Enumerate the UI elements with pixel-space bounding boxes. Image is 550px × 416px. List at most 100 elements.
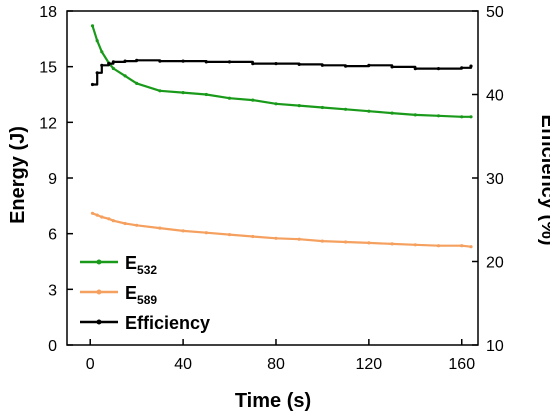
data-point [460,66,464,70]
data-point [100,50,104,54]
data-point [181,59,185,63]
data-point [367,109,371,113]
data-point [100,63,104,67]
data-point [181,229,185,233]
data-point [367,63,371,67]
data-point [123,59,127,63]
data-point [297,104,301,108]
series-line-2 [92,59,473,86]
y2-tick-label: 30 [486,171,504,188]
data-point [227,233,232,237]
data-point [413,243,417,247]
data-point [469,115,473,119]
data-point [320,105,324,110]
data-point [204,231,208,235]
data-point [158,89,162,93]
data-point [297,62,301,66]
data-point [251,62,255,66]
y-axis-title: Energy (J) [7,126,29,224]
data-point [95,39,99,43]
y2-tick-label: 40 [486,88,504,105]
data-point [123,74,127,78]
y-tick-label: 18 [39,4,57,21]
data-point [123,221,127,226]
data-point [413,67,417,71]
legend-marker [96,319,102,325]
y2-axis-title: Efficiency (%) [537,114,550,245]
data-point [469,64,473,68]
y2-tick-label: 50 [486,4,504,21]
legend-label: Efficiency [125,313,210,333]
data-point [158,226,162,230]
data-point [107,62,111,66]
x-tick-label: 0 [86,356,95,373]
bottom-axis: 0 40 80 120 160 [86,339,475,373]
data-point [227,96,232,100]
x-tick-label: 120 [356,356,383,373]
left-axis: 0 3 6 9 12 15 18 [39,4,73,355]
data-point [460,244,464,248]
data-point [320,239,324,243]
series-line-1 [92,212,472,248]
plot-lines [90,24,473,249]
data-point [107,217,111,221]
data-point [111,219,115,223]
data-point [100,215,104,219]
legend-label: E589 [125,283,157,307]
data-point [344,64,348,68]
data-point [204,92,208,97]
data-point [95,213,99,217]
data-point [297,237,301,241]
data-point [460,115,464,119]
y-tick-label: 6 [48,227,57,244]
data-point [227,60,232,64]
y2-tick-label: 10 [486,338,504,355]
data-point [111,66,115,71]
data-point [251,234,255,239]
data-point [135,81,139,85]
data-point [204,60,208,64]
series-line-0 [91,25,471,118]
y-tick-label: 12 [39,115,57,132]
data-point [469,245,473,249]
data-point [95,71,99,75]
data-point [90,82,95,87]
x-tick-label: 160 [448,356,475,373]
x-axis-title: Time (s) [235,390,311,412]
data-point [158,59,162,63]
legend-marker [96,289,102,295]
data-point [436,244,441,248]
data-point [135,223,139,227]
data-point [274,62,278,66]
data-point [274,102,278,106]
x-tick-label: 40 [174,356,192,373]
data-point [390,242,394,246]
data-point [413,113,417,117]
data-point [135,58,139,62]
y-tick-label: 15 [39,60,57,77]
y-tick-label: 0 [48,338,57,355]
data-point [390,65,394,69]
data-point [344,240,348,244]
data-point [436,114,441,118]
x-tick-label: 80 [267,356,285,373]
legend-label: E532 [125,253,157,277]
data-point [436,67,441,71]
data-point [90,211,95,215]
data-point [274,236,278,240]
data-point [90,24,95,28]
data-point [367,241,371,245]
data-point [344,107,348,111]
y2-tick-label: 20 [486,255,504,272]
y-tick-label: 9 [48,171,57,188]
data-point [320,63,324,67]
y-tick-label: 3 [48,282,57,299]
legend: E532 E589 Efficiency [80,253,210,333]
legend-marker [96,259,102,265]
right-axis: 10 20 30 40 50 [472,4,504,355]
data-point [251,98,255,102]
data-point [181,91,185,95]
data-point [390,111,394,115]
data-point [111,60,115,64]
